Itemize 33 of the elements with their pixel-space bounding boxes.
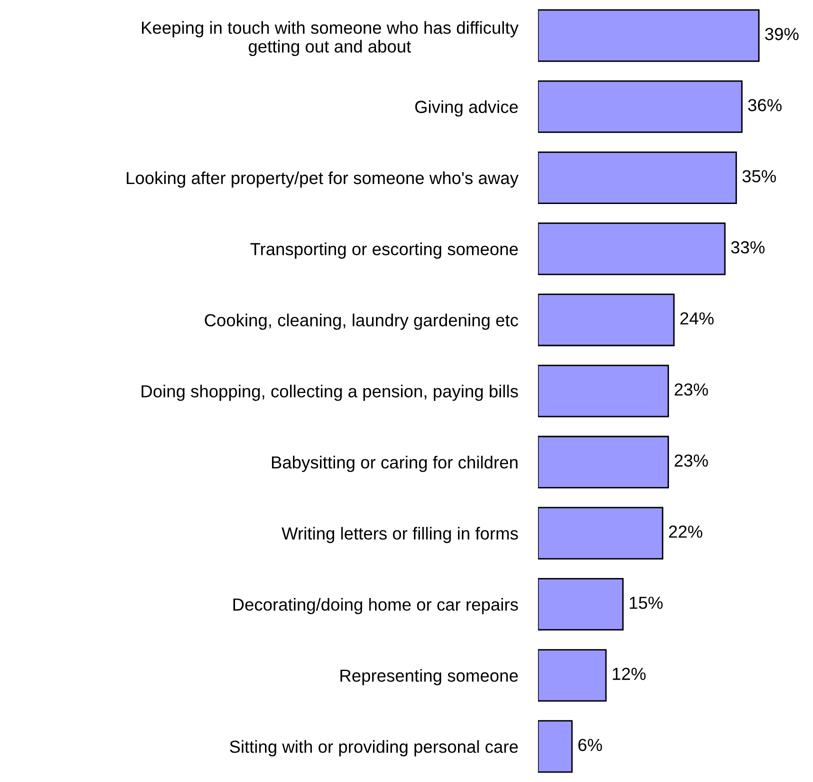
bar xyxy=(538,80,743,133)
bar xyxy=(538,578,624,631)
data-label: 23% xyxy=(674,383,708,396)
bar xyxy=(538,222,726,276)
bar xyxy=(538,364,669,418)
y-tick-label: Doing shopping, collecting a pension, paying bills xyxy=(142,384,518,401)
data-label: 15% xyxy=(630,596,663,609)
bar xyxy=(538,294,675,346)
y-tick-label: Writing letters or filling in forms xyxy=(282,526,518,544)
y-tick-label: Sitting with or providing personal care xyxy=(230,740,518,756)
y-tick-label: Keeping in touch with someone who has difficulty getting out and about xyxy=(142,21,519,56)
bar xyxy=(538,720,573,773)
data-label: 22% xyxy=(669,526,702,538)
y-tick-label: Giving advice xyxy=(415,100,518,117)
y-tick-label: Representing someone xyxy=(340,669,518,686)
bar xyxy=(538,151,737,204)
data-label: 6% xyxy=(578,738,602,752)
data-label: 23% xyxy=(674,454,708,467)
bar xyxy=(538,506,664,560)
y-tick-label: Babysitting or caring for children xyxy=(272,456,518,472)
data-label: 12% xyxy=(612,668,646,680)
data-label: 24% xyxy=(680,312,714,324)
y-tick-label: Decorating/doing home or car repairs xyxy=(233,598,518,614)
y-tick-label: Looking after property/pet for someone who's away xyxy=(126,171,519,188)
bar xyxy=(538,436,669,488)
data-label: 35% xyxy=(742,170,776,182)
y-tick-label: Transporting or escorting someone xyxy=(250,242,518,259)
data-label: 39% xyxy=(765,28,799,40)
bar xyxy=(538,649,607,702)
y-tick-label: Cooking, cleaning, laundry gardening etc xyxy=(204,314,518,330)
data-label: 36% xyxy=(748,99,782,112)
data-label: 33% xyxy=(731,241,765,254)
bar xyxy=(538,9,760,62)
